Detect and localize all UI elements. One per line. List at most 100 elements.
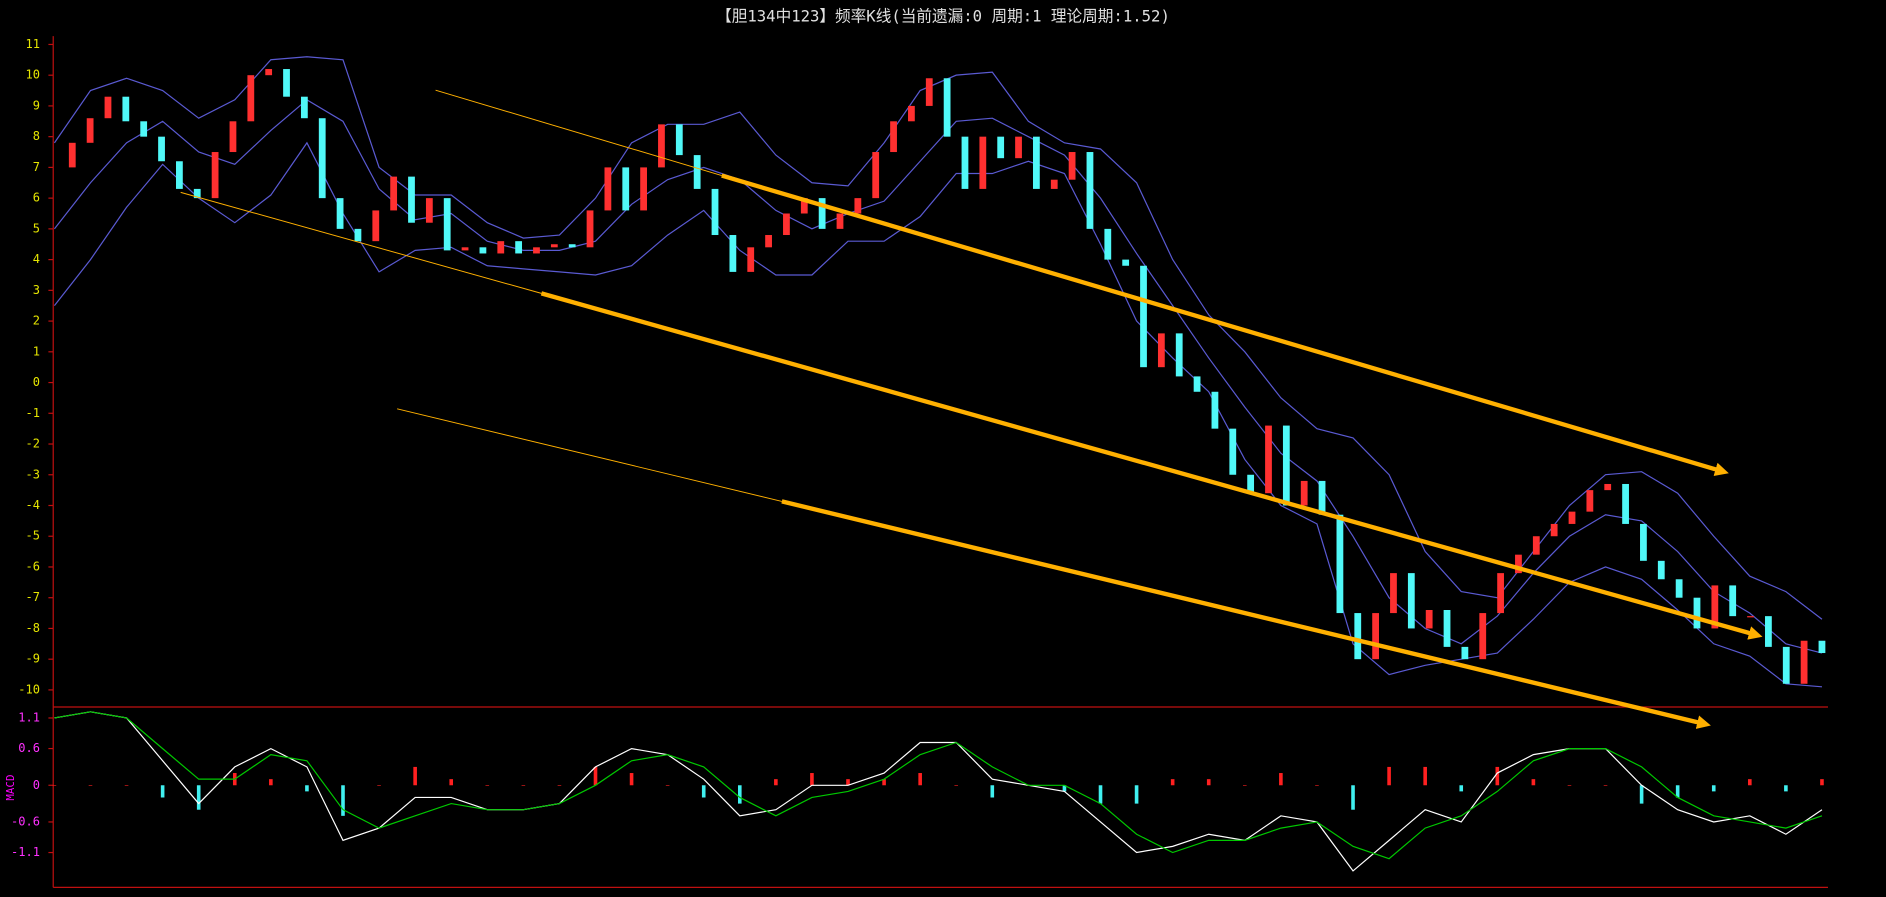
macd-bar [485, 785, 490, 786]
y-tick-label: 2 [33, 314, 40, 328]
candle [336, 198, 344, 229]
y-tick-label: 0.6 [18, 741, 40, 755]
macd-bar [918, 773, 922, 786]
candle [640, 167, 647, 211]
candle [836, 213, 844, 229]
candle [1354, 613, 1362, 660]
candle [1782, 646, 1790, 684]
macd-bar [1639, 785, 1644, 804]
y-tick-label: 10 [26, 68, 40, 82]
macd-bar [1531, 779, 1536, 786]
candle [229, 121, 237, 153]
trend-arrow [721, 173, 1729, 477]
band-mid [53, 99, 1823, 654]
y-tick-label: -3 [26, 467, 40, 481]
candle [997, 136, 1005, 159]
macd-bar [1134, 785, 1139, 804]
macd-bar [88, 785, 93, 786]
candle [1050, 179, 1058, 189]
candle [1282, 425, 1290, 506]
candle [461, 247, 469, 251]
candle [425, 198, 433, 223]
candle [1175, 333, 1183, 377]
macd-bar [1423, 766, 1427, 786]
candle [515, 241, 523, 254]
macd-bar [629, 773, 634, 786]
macd-bar [341, 785, 345, 816]
candle [1390, 573, 1397, 614]
candle [1586, 490, 1594, 512]
y-tick-label: 6 [33, 191, 40, 205]
candle [211, 152, 219, 199]
macd-bar [1170, 779, 1175, 786]
candle [1068, 152, 1076, 180]
candle [497, 241, 505, 254]
candle [693, 155, 701, 189]
candle [372, 210, 380, 242]
y-tick-label: 0 [33, 375, 40, 389]
macd-bar [557, 785, 562, 786]
candle [1657, 560, 1665, 580]
candle [586, 210, 594, 248]
candle [1818, 640, 1826, 654]
macd-bar [1459, 785, 1464, 792]
candle [390, 176, 398, 211]
candle [1515, 554, 1522, 574]
candle [247, 75, 255, 122]
candle [176, 161, 183, 189]
y-tick-label: 5 [33, 221, 40, 235]
candle [1461, 646, 1469, 660]
macd-bar [1387, 766, 1391, 786]
macd-bar [1206, 779, 1211, 786]
candle [622, 167, 630, 211]
candle [1568, 511, 1576, 524]
macd-bar [1315, 785, 1319, 786]
candle [1711, 585, 1719, 629]
macd-bar [846, 779, 850, 786]
y-tick-label: 3 [33, 283, 40, 297]
macd-bar [124, 785, 129, 786]
candle [533, 247, 540, 254]
macd-bar [305, 785, 309, 792]
y-tick-label: 7 [33, 160, 40, 174]
candle [1300, 480, 1308, 506]
macd-bar [413, 766, 417, 786]
candle [1747, 616, 1754, 618]
candle [1140, 265, 1147, 368]
candle [711, 188, 719, 236]
candle [479, 247, 487, 254]
candle [1122, 259, 1130, 266]
candle [1550, 523, 1558, 537]
candle [658, 124, 665, 168]
marks: 11109876543210-1-2-3-4-5-6-7-8-9-101.10.… [11, 37, 1826, 872]
candle [1086, 152, 1094, 229]
candle [68, 142, 76, 168]
candle [1247, 474, 1255, 494]
candle [604, 167, 612, 211]
macd-bar [449, 779, 454, 786]
candle [1640, 523, 1647, 561]
macd-bar [196, 785, 201, 810]
y-tick-label: -7 [26, 590, 40, 604]
trend-line-thin [435, 89, 722, 177]
macd-bar [1603, 785, 1608, 786]
trend-arrow [540, 291, 1763, 640]
candle [1532, 536, 1540, 555]
macd-bar [1062, 785, 1067, 792]
dif-line [54, 711, 1823, 872]
band-lower [53, 141, 1823, 688]
macd-bar [1243, 785, 1247, 786]
candle [1675, 579, 1683, 598]
candle [1497, 573, 1504, 614]
candle [1765, 616, 1772, 647]
macd-bar [593, 766, 598, 786]
trend-line-thin [396, 408, 782, 502]
candle [729, 235, 737, 272]
macd-bar [377, 785, 381, 786]
y-tick-label: 11 [26, 37, 40, 51]
candle [979, 136, 987, 189]
candle [283, 69, 290, 97]
macd-bar [1784, 785, 1788, 792]
